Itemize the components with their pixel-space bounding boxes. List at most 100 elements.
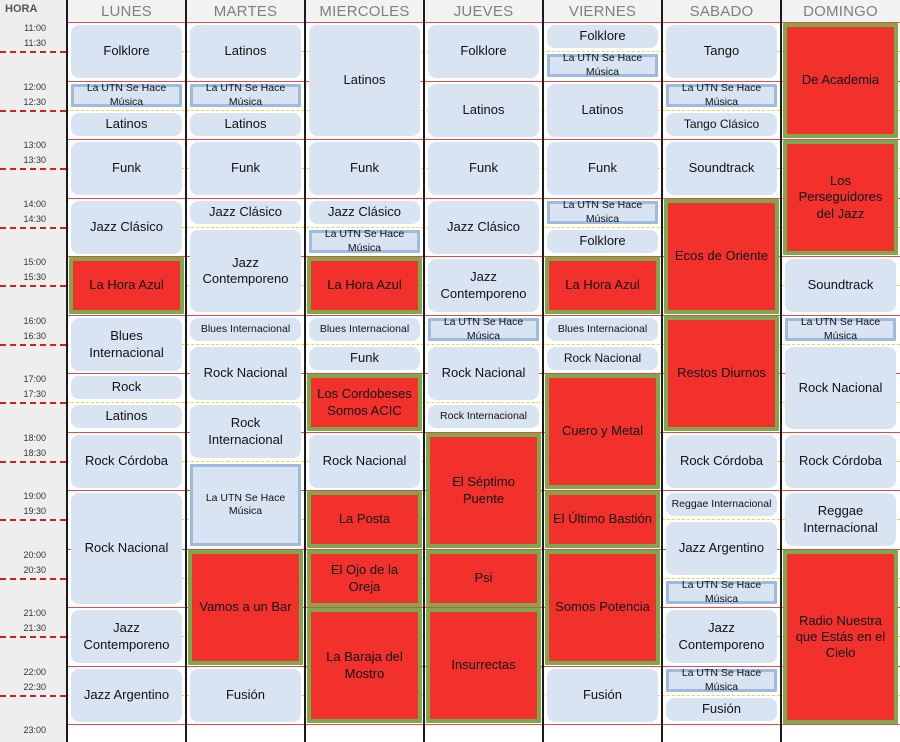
program-block[interactable]: Latinos [190, 25, 301, 78]
program-block[interactable]: La UTN Se Hace Música [785, 316, 896, 342]
program-block[interactable]: Funk [190, 142, 301, 195]
program-block[interactable]: Latinos [309, 25, 420, 136]
program-block[interactable]: El Ojo de la Oreja [307, 550, 422, 607]
program-block[interactable]: De Academia [783, 23, 898, 138]
program-block[interactable]: Funk [309, 142, 420, 195]
program-block[interactable]: El Último Bastión [545, 491, 660, 548]
program-block[interactable]: El Séptimo Puente [426, 433, 541, 548]
program-block[interactable]: Restos Diurnos [664, 316, 779, 431]
program-block[interactable]: La UTN Se Hace Música [666, 667, 777, 693]
program-block[interactable]: Rock Nacional [428, 347, 539, 400]
program-block[interactable]: Latinos [71, 405, 182, 428]
program-block[interactable]: La Posta [307, 491, 422, 548]
program-block[interactable]: Los Cordobeses Somos ACIC [307, 374, 422, 431]
program-block[interactable]: Psi [426, 550, 541, 607]
program-block[interactable]: La UTN Se Hace Música [666, 579, 777, 605]
program-title: Rock Nacional [322, 453, 407, 469]
program-block[interactable]: Rock Internacional [190, 405, 301, 458]
program-block[interactable]: Folklore [547, 230, 658, 253]
program-title: La Hora Azul [327, 277, 402, 293]
program-block[interactable]: La UTN Se Hace Música [547, 52, 658, 78]
program-block[interactable]: La UTN Se Hace Música [666, 82, 777, 108]
program-block[interactable]: Blues Internacional [71, 318, 182, 371]
program-block[interactable]: La UTN Se Hace Música [71, 82, 182, 108]
program-block[interactable]: Soundtrack [785, 259, 896, 312]
program-block[interactable]: Jazz Argentino [71, 669, 182, 722]
program-block[interactable]: Insurrectas [426, 608, 541, 723]
program-block[interactable]: Reggae Internacional [785, 493, 896, 546]
program-block[interactable]: La Hora Azul [545, 257, 660, 314]
program-block[interactable]: Jazz Contemporeno [190, 230, 301, 312]
program-block[interactable]: Tango [666, 25, 777, 78]
program-block[interactable]: Funk [71, 142, 182, 195]
program-block[interactable]: Los Perseguidores del Jazz [783, 140, 898, 255]
program-block[interactable]: Jazz Contemporeno [428, 259, 539, 312]
program-block[interactable]: La UTN Se Hace Música [309, 228, 420, 254]
hour-gridline [66, 549, 900, 550]
program-title: Jazz Clásico [209, 204, 282, 220]
program-block[interactable]: Fusión [547, 669, 658, 722]
hour-column [0, 0, 66, 742]
program-title: Latinos [224, 43, 267, 59]
column-separator [661, 0, 663, 742]
program-block[interactable]: Rock Nacional [309, 435, 420, 488]
program-block[interactable]: Latinos [428, 84, 539, 137]
program-block[interactable]: Ecos de Oriente [664, 199, 779, 314]
program-block[interactable]: La Hora Azul [69, 257, 184, 314]
program-title: Funk [112, 160, 141, 176]
program-block[interactable]: Jazz Contemporeno [666, 610, 777, 663]
program-title: La UTN Se Hace Música [681, 82, 762, 108]
program-block[interactable]: Tango Clásico [666, 113, 777, 136]
program-block[interactable]: Rock Internacional [428, 405, 539, 428]
program-block[interactable]: Rock Nacional [71, 493, 182, 604]
program-block[interactable]: Rock Córdoba [785, 435, 896, 488]
program-block[interactable]: Latinos [71, 113, 182, 136]
program-block[interactable]: Blues Internacional [190, 318, 301, 341]
program-block[interactable]: Jazz Contemporeno [71, 610, 182, 663]
header-row [0, 0, 900, 22]
program-block[interactable]: La UTN Se Hace Música [428, 316, 539, 342]
program-block[interactable]: Jazz Clásico [309, 201, 420, 224]
program-block[interactable]: Folklore [71, 25, 182, 78]
program-block[interactable]: Jazz Argentino [666, 522, 777, 575]
program-block[interactable]: Funk [547, 142, 658, 195]
program-block[interactable]: Jazz Clásico [71, 201, 182, 254]
program-block[interactable]: Vamos a un Bar [188, 550, 303, 665]
hour-gridline [66, 724, 900, 725]
program-block[interactable]: Rock Córdoba [71, 435, 182, 488]
program-block[interactable]: Soundtrack [666, 142, 777, 195]
program-block[interactable]: Folklore [428, 25, 539, 78]
program-block[interactable]: Jazz Clásico [190, 201, 301, 224]
program-block[interactable]: La UTN Se Hace Música [190, 464, 301, 546]
program-block[interactable]: Funk [309, 347, 420, 370]
program-block[interactable]: La Baraja del Mostro [307, 608, 422, 723]
program-block[interactable]: Rock Nacional [785, 347, 896, 429]
time-label: 22:30 [23, 682, 46, 692]
time-label: 11:30 [24, 38, 46, 48]
program-block[interactable]: Rock Nacional [547, 347, 658, 370]
program-block[interactable]: Radio Nuestra que Estás en el Cielo [783, 550, 898, 724]
program-block[interactable]: Rock [71, 376, 182, 399]
program-title: Latinos [105, 116, 148, 132]
program-block[interactable]: Reggae Internacional [666, 493, 777, 516]
program-block[interactable]: Funk [428, 142, 539, 195]
program-block[interactable]: Jazz Clásico [428, 201, 539, 254]
half-hour-marker [0, 519, 66, 521]
program-block[interactable]: Latinos [547, 84, 658, 137]
program-block[interactable]: Somos Potencia [545, 550, 660, 665]
program-block[interactable]: Blues Internacional [547, 318, 658, 341]
hour-column-header: HORA [5, 3, 38, 15]
program-block[interactable]: Folklore [547, 25, 658, 48]
program-block[interactable]: La Hora Azul [307, 257, 422, 314]
program-title: Fusión [225, 687, 266, 703]
program-title: Rock Córdoba [84, 453, 169, 469]
program-block[interactable]: La UTN Se Hace Música [547, 199, 658, 225]
program-block[interactable]: Blues Internacional [309, 318, 420, 341]
program-block[interactable]: Fusión [666, 698, 777, 721]
program-block[interactable]: Latinos [190, 113, 301, 136]
program-block[interactable]: Rock Nacional [190, 347, 301, 400]
program-block[interactable]: Cuero y Metal [545, 374, 660, 489]
program-block[interactable]: Rock Córdoba [666, 435, 777, 488]
program-block[interactable]: Fusión [190, 669, 301, 722]
program-block[interactable]: La UTN Se Hace Música [190, 82, 301, 108]
